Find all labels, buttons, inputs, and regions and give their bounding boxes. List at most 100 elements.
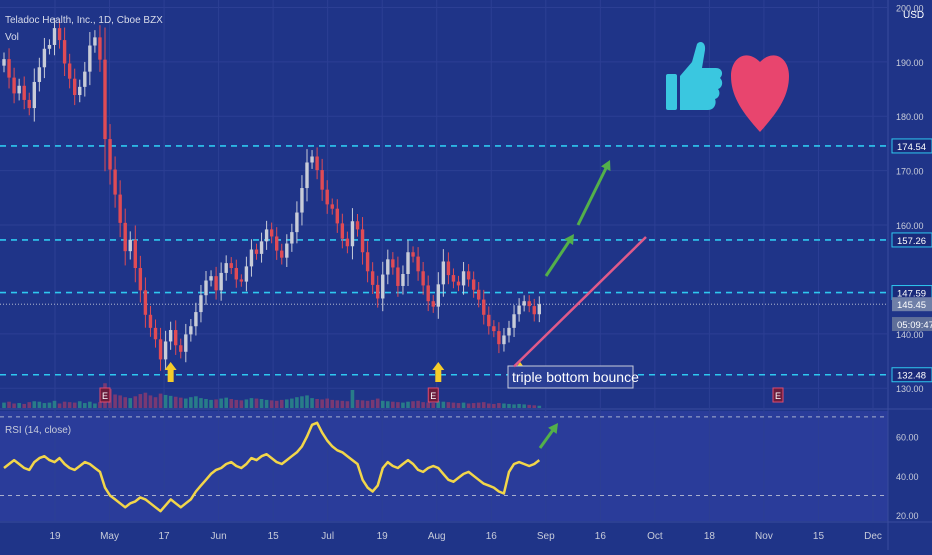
candle-body <box>482 299 486 315</box>
volume-bar <box>204 399 208 408</box>
price-tag-label: 145.45 <box>897 300 926 311</box>
candle-body <box>259 241 264 254</box>
candle-body <box>12 77 16 94</box>
candle-body <box>158 339 163 360</box>
x-tick-label: Dec <box>864 531 882 542</box>
volume-bar <box>279 399 284 408</box>
volume-bar <box>219 398 223 408</box>
green-arrow-1 <box>544 238 572 277</box>
earnings-marker-label: E <box>775 391 781 401</box>
volume-bar <box>310 398 314 408</box>
earnings-marker[interactable] <box>99 387 111 403</box>
candle-body <box>320 170 324 190</box>
candle-body <box>7 59 11 78</box>
candle-body <box>249 249 254 267</box>
candle-body <box>345 238 350 247</box>
volume-bar <box>330 399 335 408</box>
price-tick-label: 200.00 <box>896 3 924 13</box>
candle-body <box>305 162 309 189</box>
candle-body <box>411 252 415 257</box>
candle-body <box>446 261 451 276</box>
volume-bar <box>295 397 299 408</box>
volume-bar <box>189 397 193 408</box>
candle-body <box>194 312 198 327</box>
price-tag-box <box>892 297 932 312</box>
candle-body <box>532 306 536 315</box>
price-tag-label: 174.54 <box>897 142 926 153</box>
candle-body <box>214 276 218 291</box>
volume-bar <box>62 401 67 408</box>
volume-bar <box>269 400 274 408</box>
candle-body <box>451 275 456 282</box>
volume-bar <box>12 403 16 408</box>
trend-line[interactable] <box>513 236 647 368</box>
candle-body <box>98 37 102 60</box>
candle-body <box>73 78 77 96</box>
price-tick-label: 130.00 <box>896 384 924 394</box>
annotation-box <box>507 365 634 389</box>
volume-bar <box>481 402 486 408</box>
volume-bar <box>532 405 537 408</box>
x-tick-label: Aug <box>428 531 446 542</box>
earnings-marker[interactable] <box>772 387 784 403</box>
candle-body <box>360 229 365 253</box>
volume-bar <box>118 395 122 408</box>
rsi-tick-label: 60.00 <box>896 433 919 443</box>
candle-body <box>22 85 26 100</box>
candle-body <box>537 304 541 315</box>
candle-body <box>108 139 112 170</box>
volume-bar <box>234 399 239 408</box>
volume-bar <box>249 398 254 408</box>
rsi-line <box>3 421 541 513</box>
candle-body <box>456 281 461 286</box>
price-tag-label: 147.59 <box>897 289 926 300</box>
candle-body <box>254 249 259 254</box>
volume-bar <box>497 403 501 408</box>
candle-body <box>128 239 132 252</box>
volume-bar <box>396 402 400 408</box>
rsi-background <box>0 411 888 521</box>
x-tick-label: 18 <box>704 531 716 542</box>
volume-bar <box>98 402 102 408</box>
candle-body <box>88 45 92 72</box>
candle-body <box>174 330 178 346</box>
volume-bar <box>153 397 158 408</box>
x-tick-label: 17 <box>159 531 171 542</box>
volume-bar <box>7 401 11 408</box>
earnings-marker[interactable] <box>427 387 439 403</box>
candle-body <box>502 335 506 345</box>
x-tick-label: May <box>100 531 119 542</box>
volume-bar <box>345 401 350 408</box>
candle-body <box>517 305 521 315</box>
volume-bar <box>184 398 188 408</box>
volume-bar <box>22 403 26 408</box>
candle-body <box>204 280 208 296</box>
x-tick-label: 15 <box>268 531 280 542</box>
volume-bar <box>194 396 198 408</box>
candle-body <box>416 256 420 272</box>
rsi-label: RSI (14, close) <box>5 425 71 436</box>
price-tag-box <box>891 138 932 154</box>
volume-bar <box>138 394 143 408</box>
candle-body <box>381 274 385 299</box>
candle-body <box>396 267 400 286</box>
volume-bar <box>456 403 461 408</box>
volume-bar <box>476 402 481 408</box>
candle-body <box>103 59 107 140</box>
candle-body <box>275 236 279 251</box>
volume-bar <box>47 402 52 408</box>
candle-body <box>78 86 82 96</box>
candle-body <box>441 261 446 285</box>
volume-bar <box>426 402 430 408</box>
candle-body <box>477 289 481 300</box>
candle-body <box>17 85 21 94</box>
candle-body <box>431 301 435 307</box>
volume-bar <box>264 399 269 408</box>
x-tick-label: 16 <box>595 531 607 542</box>
volume-bar <box>365 400 370 408</box>
price-tag-label: 05:09:47 <box>897 320 932 331</box>
heart-icon <box>731 55 789 132</box>
candle-body <box>163 341 168 360</box>
